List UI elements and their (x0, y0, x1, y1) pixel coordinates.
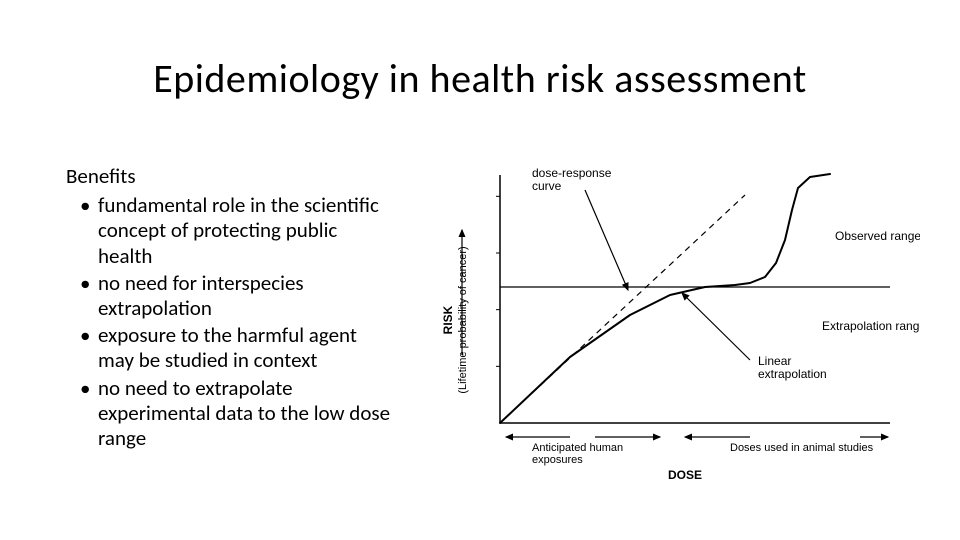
svg-text:Anticipated humanexposures: Anticipated humanexposures (532, 442, 623, 466)
list-item: fundamental role in the scientific conce… (98, 193, 396, 269)
svg-text:Observed range: Observed range (835, 229, 920, 243)
svg-text:RISK: RISK (441, 305, 455, 334)
chart-svg: dose-responsecurve Observed range Extrapol… (440, 155, 920, 485)
list-item: exposure to the harmful agent may be stu… (98, 323, 396, 373)
dose-response-chart: dose-responsecurve Observed range Extrapol… (440, 155, 920, 485)
list-item: no need to extrapolate experimental data… (98, 376, 396, 452)
benefits-block: Benefits fundamental role in the scienti… (66, 164, 396, 453)
svg-text:Extrapolation range: Extrapolation range (822, 319, 920, 333)
slide-title: Epidemiology in health risk assessment (0, 54, 960, 103)
benefits-list: fundamental role in the scientific conce… (66, 193, 396, 451)
list-item: no need for interspecies extrapolation (98, 271, 396, 321)
svg-text:Doses used in animal studies: Doses used in animal studies (730, 442, 874, 454)
svg-text:dose-responsecurve: dose-responsecurve (532, 166, 612, 193)
svg-text:(Lifetime probability of cance: (Lifetime probability of cancer) (457, 246, 469, 393)
slide: Epidemiology in health risk assessment B… (0, 0, 960, 540)
svg-text:Linearextrapolation: Linearextrapolation (758, 354, 827, 381)
benefits-heading: Benefits (66, 164, 396, 189)
svg-text:DOSE: DOSE (668, 468, 702, 482)
